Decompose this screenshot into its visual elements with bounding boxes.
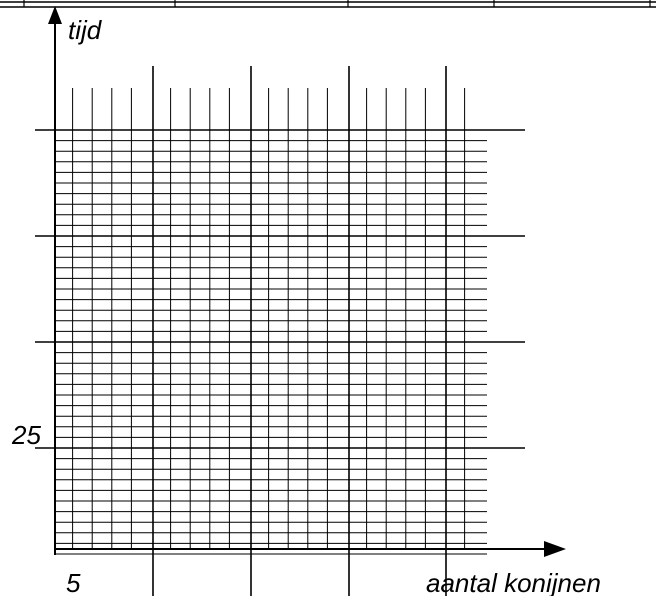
major-gridlines xyxy=(35,66,525,596)
x-tick-label: 5 xyxy=(66,568,81,596)
y-tick-label: 25 xyxy=(11,420,41,450)
table-border-fragment xyxy=(0,0,656,8)
y-axis-title: tijd xyxy=(68,15,103,45)
minor-gridlines xyxy=(55,88,487,555)
y-axis-arrow xyxy=(48,6,62,24)
x-axis-arrow xyxy=(544,541,566,557)
axes xyxy=(48,6,566,557)
x-axis-title: aantal konijnen xyxy=(426,568,601,596)
